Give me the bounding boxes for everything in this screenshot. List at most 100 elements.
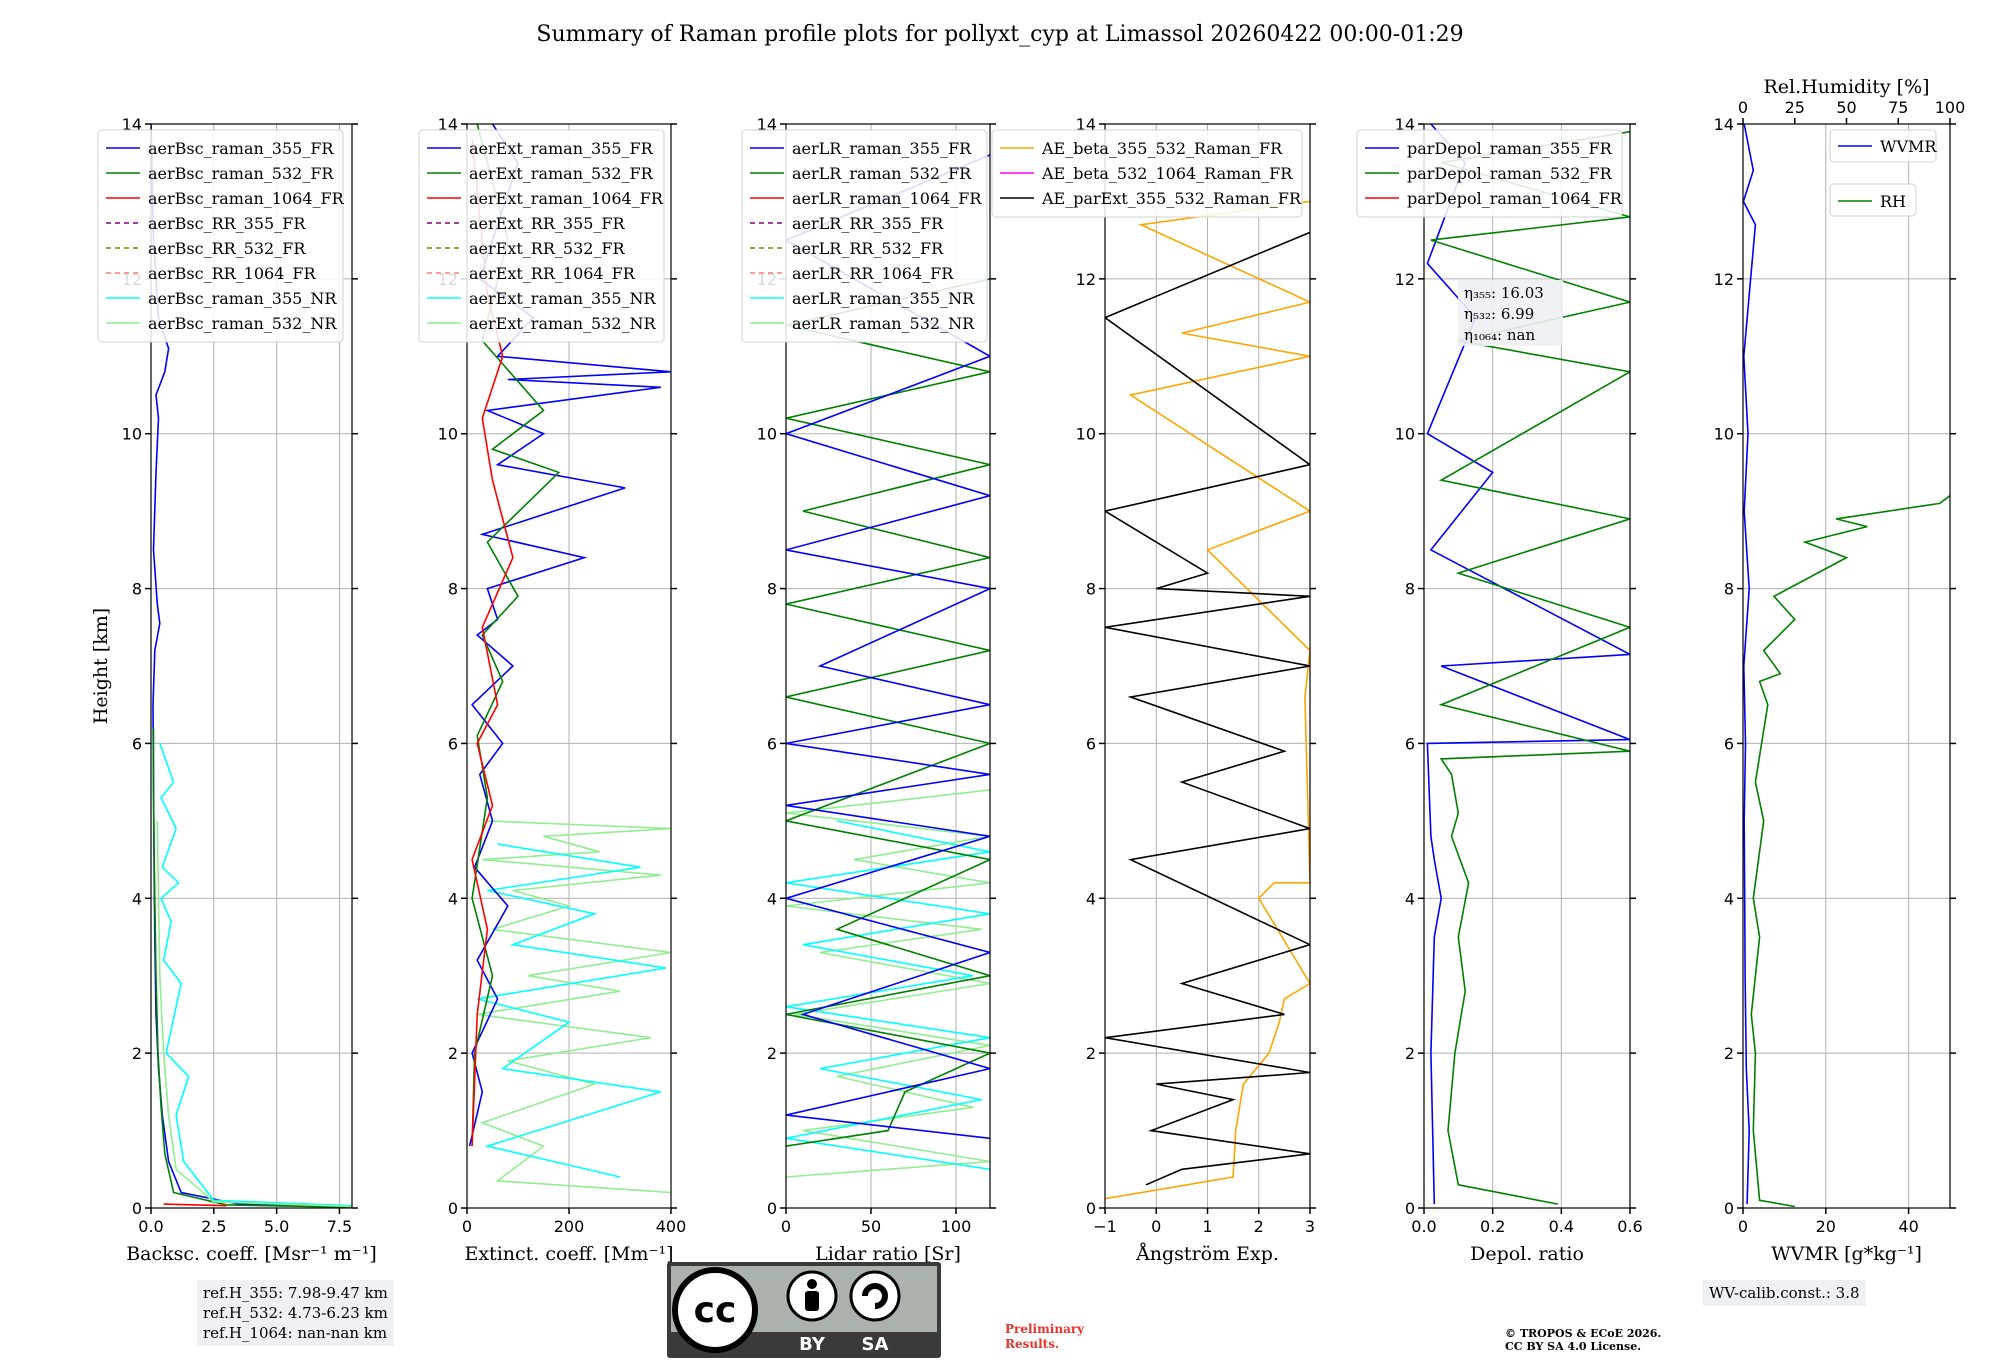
series-group [786, 154, 990, 1178]
y-tick-label: 10 [1395, 425, 1415, 444]
x-tick-label: 0.6 [1617, 1217, 1642, 1236]
series-group [151, 124, 352, 1208]
y-tick-label: 12 [1395, 270, 1415, 289]
attribution-head [807, 1279, 817, 1289]
share-alike-icon [849, 1270, 901, 1322]
y-tick-label: 6 [1724, 734, 1734, 753]
y-tick-label: 0 [1405, 1199, 1415, 1218]
y-tick-label: 14 [1395, 115, 1415, 134]
series-line-aerLR_raman_532_FR [786, 278, 990, 1147]
legend-label: parDepol_raman_532_FR [1407, 164, 1613, 183]
x-tick-label: 7.5 [327, 1217, 352, 1236]
legend: AE_beta_355_532_Raman_FR AE_beta_532_1064… [991, 129, 1303, 218]
attribution-body [805, 1291, 819, 1311]
panel-p2: 024681012140200400Extinct. coeff. [Mm⁻¹]… [418, 115, 687, 1265]
series-line-aerBsc_raman_532_FR [152, 727, 352, 1208]
x-tick-label: 0.4 [1549, 1217, 1574, 1236]
cc-by-sa-badge: cc BY SA [667, 1262, 941, 1358]
by-label: BY [799, 1334, 826, 1355]
x-axis-label: Extinct. coeff. [Mm⁻¹] [464, 1243, 673, 1265]
y-tick-label: 14 [438, 115, 458, 134]
y-tick-label: 4 [1405, 889, 1415, 908]
x-tick-label: −1 [1093, 1217, 1117, 1236]
legend-box [418, 129, 665, 343]
legend-label: parDepol_raman_355_FR [1407, 139, 1613, 158]
x-tick-label: 400 [656, 1217, 687, 1236]
y-tick-label: 0 [1086, 1199, 1096, 1218]
y-tick-label: 2 [132, 1044, 142, 1063]
legend-label: aerBsc_raman_355_FR [148, 139, 334, 158]
series-group [1105, 200, 1310, 1200]
legend-label: aerLR_RR_1064_FR [792, 264, 954, 283]
eta-box: η₃₅₅: 16.03 η₅₃₂: 6.99 η₁₀₆₄: nan [1458, 280, 1563, 346]
y-tick-label: 0 [448, 1199, 458, 1218]
y-tick-label: 6 [1086, 734, 1096, 753]
cc-logo-text: cc [694, 1290, 737, 1331]
legend: WVMR RH [1829, 129, 1937, 217]
x-tick-label: 100 [941, 1217, 972, 1236]
axes-frame [1423, 123, 1631, 1209]
x-tick-label: 0.0 [1411, 1217, 1436, 1236]
x-tick-label: 20 [1816, 1217, 1836, 1236]
legend-label: aerExt_raman_1064_FR [469, 189, 664, 208]
legend-box [1829, 129, 1937, 163]
x-tick-label: 2.5 [201, 1217, 226, 1236]
series-group [1743, 124, 1950, 1208]
y-tick-label: 2 [1724, 1044, 1734, 1063]
legend-label: aerLR_raman_355_NR [792, 289, 975, 308]
legend-label: aerBsc_raman_355_NR [148, 289, 337, 308]
top-tick-label: 0 [1738, 98, 1748, 117]
preliminary-line-2: Results. [1005, 1337, 1060, 1351]
y-tick-label: 8 [1724, 580, 1734, 599]
y-tick-label: 8 [132, 580, 142, 599]
legend-label: aerLR_raman_355_FR [792, 139, 972, 158]
legend-label: aerLR_RR_532_FR [792, 239, 944, 258]
y-tick-label: 12 [1714, 270, 1734, 289]
legend-label: aerLR_raman_532_NR [792, 314, 975, 333]
legend-label: aerLR_RR_355_FR [792, 214, 944, 233]
legend-label: AE_beta_532_1064_Raman_FR [1041, 164, 1293, 183]
legend-label: aerExt_RR_1064_FR [469, 264, 636, 283]
y-tick-label: 14 [1076, 115, 1096, 134]
y-tick-label: 0 [1724, 1199, 1734, 1218]
legend-label: aerLR_raman_1064_FR [792, 189, 982, 208]
x-tick-label: 40 [1898, 1217, 1918, 1236]
eta-value: η₅₃₂: 6.99 [1464, 305, 1534, 323]
legend-box [991, 129, 1303, 218]
series-line-WVMR [1743, 124, 1757, 1205]
legend-label: aerExt_raman_532_FR [469, 164, 654, 183]
y-tick-label: 10 [757, 425, 777, 444]
y-tick-label: 10 [438, 425, 458, 444]
share-alike-arrow [862, 1283, 888, 1309]
x-tick-label: 0.0 [138, 1217, 163, 1236]
ref-height-532: ref.H_532: 4.73-6.23 km [203, 1304, 388, 1322]
legend-label: aerBsc_RR_1064_FR [148, 264, 317, 283]
y-tick-label: 10 [1076, 425, 1096, 444]
y-tick-label: 6 [132, 734, 142, 753]
legend: aerLR_raman_355_FR aerLR_raman_532_FR aerL… [741, 129, 988, 343]
x-tick-label: 2 [1254, 1217, 1264, 1236]
legend-label: AE_beta_355_532_Raman_FR [1041, 139, 1283, 158]
series-line-aerLR_raman_355_FR [786, 154, 990, 1140]
x-tick-label: 200 [554, 1217, 585, 1236]
series-line-aerLR_raman_532_NR [786, 789, 990, 1178]
legend-label: WVMR [1880, 137, 1937, 156]
sa-label: SA [862, 1334, 889, 1355]
cc-logo-icon [672, 1267, 758, 1353]
top-tick-label: 75 [1888, 98, 1908, 117]
legend-label: aerExt_RR_532_FR [469, 239, 626, 258]
eta-background [1458, 280, 1563, 346]
y-tick-label: 2 [767, 1044, 777, 1063]
y-tick-label: 14 [757, 115, 777, 134]
preliminary-line-1: Preliminary [1005, 1322, 1085, 1336]
ref-height-355: ref.H_355: 7.98-9.47 km [203, 1284, 388, 1302]
series-line-AE_beta_355_532_Raman_FR [1105, 200, 1310, 1200]
legend-label: aerBsc_RR_355_FR [148, 214, 306, 233]
eta-value: η₁₀₆₄: nan [1464, 326, 1535, 344]
y-tick-label: 2 [448, 1044, 458, 1063]
series-group [468, 124, 671, 1194]
